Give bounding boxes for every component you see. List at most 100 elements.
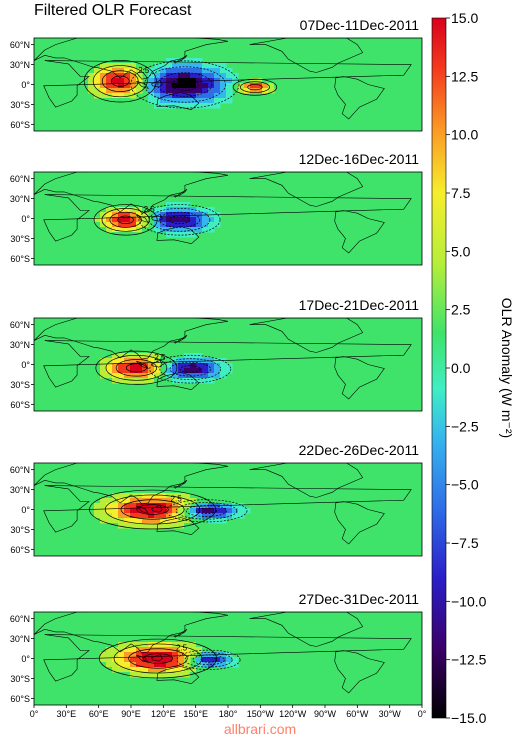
anomaly-cell [196, 222, 203, 228]
anomaly-cell [160, 212, 167, 218]
anomaly-cell [196, 83, 203, 89]
anomaly-cell [142, 518, 149, 524]
anomaly-cell [130, 672, 137, 678]
anomaly-cell [178, 657, 185, 663]
anomaly-cell [190, 652, 197, 658]
anomaly-cell [184, 667, 191, 673]
anomaly-cell [220, 63, 227, 69]
anomaly-cell [160, 652, 167, 658]
anomaly-cell [142, 667, 149, 673]
anomaly-cell [202, 98, 209, 104]
anomaly-cell [100, 88, 107, 94]
anomaly-cell [160, 513, 167, 519]
anomaly-cell [100, 518, 107, 524]
anomaly-cell [154, 503, 161, 509]
anomaly-cell [202, 63, 209, 69]
anomaly-cell [148, 78, 155, 84]
contour-line [93, 204, 158, 236]
anomaly-cell [148, 637, 155, 643]
anomaly-cell [124, 373, 131, 379]
anomaly-cell [148, 672, 155, 678]
contour-line [159, 358, 222, 380]
anomaly-cell [232, 657, 239, 663]
anomaly-cell [124, 212, 131, 218]
anomaly-cell [142, 358, 149, 364]
contour-line [192, 654, 225, 666]
anomaly-cell [172, 657, 179, 663]
anomaly-cell [226, 368, 233, 374]
anomaly-cell [172, 378, 179, 384]
anomaly-cell [238, 503, 245, 509]
anomaly-cell [178, 93, 185, 99]
anomaly-cell [148, 493, 155, 499]
anomaly-cell [124, 73, 131, 79]
anomaly-cell [112, 68, 119, 74]
anomaly-cell [130, 503, 137, 509]
anomaly-cell [268, 83, 275, 89]
coastline [156, 372, 200, 391]
anomaly-cell [154, 227, 161, 233]
anomaly-cell [106, 227, 113, 233]
anomaly-cell [166, 73, 173, 79]
anomaly-cell [136, 68, 143, 74]
anomaly-cell [166, 518, 173, 524]
anomaly-cell [172, 227, 179, 233]
coastline [249, 612, 364, 647]
anomaly-cell [220, 98, 227, 104]
anomaly-cell [148, 488, 155, 494]
anomaly-cell [124, 498, 131, 504]
anomaly-cell [166, 368, 173, 374]
anomaly-cell [118, 667, 125, 673]
anomaly-cell [178, 518, 185, 524]
colorbar-tick-label: 12.5 [451, 68, 478, 84]
anomaly-cell [184, 58, 191, 64]
coastline [334, 650, 385, 694]
anomaly-cell [94, 212, 101, 218]
anomaly-cell [166, 68, 173, 74]
anomaly-cell [166, 212, 173, 218]
anomaly-cell [196, 88, 203, 94]
anomaly-cell [112, 73, 119, 79]
anomaly-cell [154, 647, 161, 653]
anomaly-cell [136, 508, 143, 514]
anomaly-cell [166, 363, 173, 369]
coastline [249, 172, 364, 207]
anomaly-cell [172, 662, 179, 668]
anomaly-cell [130, 222, 137, 228]
anomaly-cell [130, 657, 137, 663]
anomaly-cell [214, 98, 221, 104]
anomaly-cell [148, 378, 155, 384]
anomaly-cell [154, 488, 161, 494]
anomaly-cell [178, 103, 185, 109]
anomaly-cell [142, 488, 149, 494]
anomaly-cell [118, 503, 125, 509]
anomaly-cell [184, 202, 191, 208]
anomaly-cell [184, 83, 191, 89]
anomaly-cell [100, 63, 107, 69]
anomaly-map: 2.5 [34, 612, 422, 705]
anomaly-cell [160, 642, 167, 648]
anomaly-cell [214, 103, 221, 109]
anomaly-cell [124, 667, 131, 673]
anomaly-cell [100, 493, 107, 499]
anomaly-cell [196, 58, 203, 64]
anomaly-cell [142, 222, 149, 228]
anomaly-cell [118, 98, 125, 104]
anomaly-cell [178, 98, 185, 104]
coastline [136, 360, 149, 370]
anomaly-cell [166, 672, 173, 678]
anomaly-cell [124, 222, 131, 228]
anomaly-cell [100, 513, 107, 519]
lon-label: 0° [30, 709, 39, 719]
anomaly-cell [196, 493, 203, 499]
anomaly-cell [172, 652, 179, 658]
colorbar-ticks: 15.0 12.5 10.0 7.5 5.0 2.5 0.0 −2.5 −5.0 −7.5 −10.… [446, 10, 487, 726]
anomaly-cell [112, 227, 119, 233]
anomaly-cell [112, 88, 119, 94]
lat-label: 30°N [10, 340, 30, 350]
anomaly-cell [88, 78, 95, 84]
anomaly-cell [124, 503, 131, 509]
anomaly-cell [208, 83, 215, 89]
lon-axis: 0° 30°E 60°E 90°E 120°E 150°E 180° 150°W 120°W 90… [30, 705, 427, 719]
